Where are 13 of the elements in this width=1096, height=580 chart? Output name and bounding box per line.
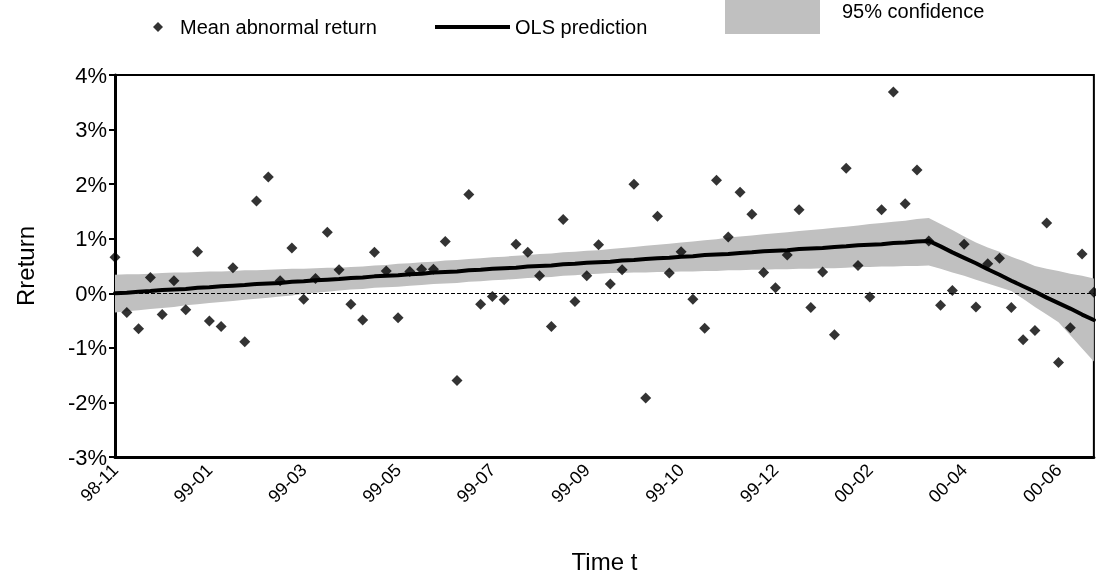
y-tick-label: 0% xyxy=(75,280,107,306)
y-axis-title: Rreturn xyxy=(11,225,39,307)
legend-label: Mean abnormal return xyxy=(180,16,377,38)
x-axis-title: Time t xyxy=(571,547,638,575)
legend-label: OLS prediction xyxy=(515,16,648,38)
y-tick-label: 3% xyxy=(75,117,107,143)
text: 95% confidence xyxy=(842,0,985,22)
y-tick-label: 4% xyxy=(75,62,107,88)
y-tick-label: 1% xyxy=(75,226,107,252)
y-tick-label: -1% xyxy=(67,335,107,361)
y-tick-label: -2% xyxy=(67,389,107,415)
y-tick-label: 2% xyxy=(75,171,107,197)
y-tick-label: -3% xyxy=(67,444,107,470)
